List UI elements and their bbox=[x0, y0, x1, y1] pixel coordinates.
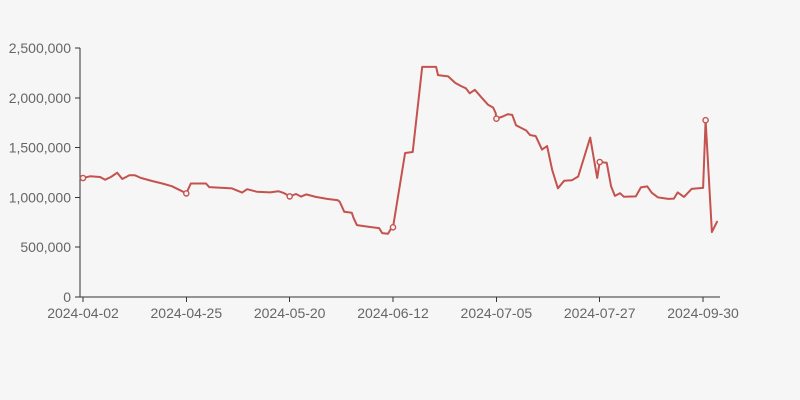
x-tick-label: 2024-04-25 bbox=[151, 305, 223, 321]
y-tick-label: 2,000,000 bbox=[9, 90, 71, 106]
x-tick-label: 2024-04-02 bbox=[47, 305, 119, 321]
data-point-marker bbox=[596, 158, 604, 166]
y-tick-label: 1,000,000 bbox=[9, 189, 71, 205]
y-tick-label: 0 bbox=[63, 289, 71, 305]
x-tick-label: 2024-06-12 bbox=[357, 305, 429, 321]
x-tick-label: 2024-07-27 bbox=[564, 305, 636, 321]
y-tick-label: 2,500,000 bbox=[9, 40, 71, 56]
data-point-marker bbox=[493, 115, 500, 122]
x-tick-label: 2024-09-30 bbox=[667, 305, 739, 321]
series-line bbox=[82, 65, 718, 235]
data-point-marker bbox=[182, 190, 190, 197]
y-tick-label: 1,500,000 bbox=[9, 140, 71, 156]
y-tick-label: 500,000 bbox=[20, 239, 71, 255]
x-tick-label: 2024-05-20 bbox=[254, 305, 326, 321]
x-tick-label: 2024-07-05 bbox=[461, 305, 533, 321]
data-point-marker bbox=[79, 174, 87, 182]
data-point-marker bbox=[286, 193, 294, 200]
data-point-marker bbox=[389, 223, 397, 231]
data-point-marker bbox=[702, 116, 709, 124]
